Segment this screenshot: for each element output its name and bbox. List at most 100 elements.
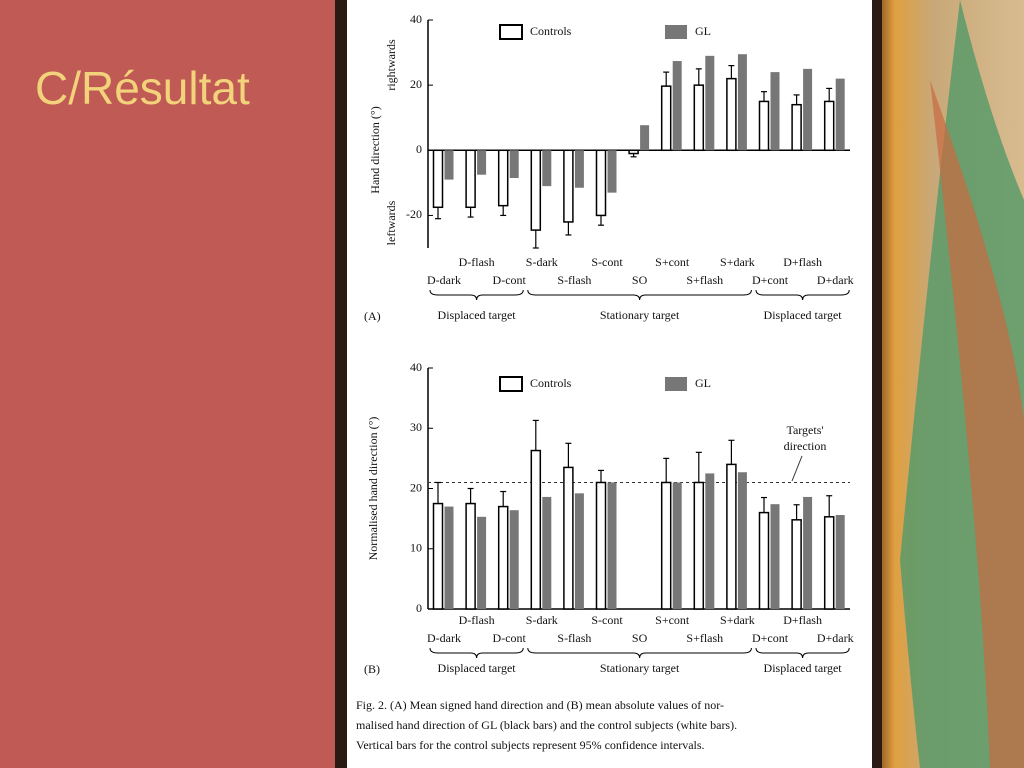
group-brace [755, 647, 850, 659]
y-tick-label: 10 [410, 541, 422, 555]
bar [607, 150, 617, 193]
annotation: Targets' [786, 423, 823, 437]
bar [823, 100, 835, 152]
legend-label: GL [695, 376, 711, 390]
y-tick-label: -20 [406, 207, 422, 221]
x-tick-label: S+dark [720, 255, 755, 269]
panel-label: (A) [364, 309, 381, 323]
group-label: Displaced target [764, 661, 843, 675]
group-brace [429, 647, 524, 659]
bar [563, 466, 574, 610]
caption-line: Vertical bars for the control subjects r… [356, 738, 705, 752]
group-label: Displaced target [764, 308, 843, 322]
x-tick-label: S-cont [591, 255, 623, 269]
bar [444, 506, 454, 609]
x-tick-label: S+cont [655, 255, 690, 269]
y-tick-label: 20 [410, 480, 422, 494]
x-tick-label: D+cont [752, 631, 789, 645]
bar [530, 449, 542, 610]
bar [758, 100, 770, 152]
group-label: Displaced target [438, 308, 517, 322]
x-tick-label: S+flash [686, 273, 723, 287]
bar [477, 516, 487, 609]
group-label: Displaced target [438, 661, 517, 675]
bar [509, 510, 519, 609]
bar [693, 84, 705, 152]
figure [347, 0, 872, 768]
y-tick-label: 30 [410, 420, 422, 434]
x-tick-label: S-dark [526, 255, 558, 269]
bar [737, 472, 747, 609]
y-tick-label: 0 [416, 142, 422, 156]
y-tick-label: 20 [410, 77, 422, 91]
bar [432, 149, 444, 209]
bar [693, 481, 705, 610]
y-tick-label: 40 [410, 12, 422, 26]
group-brace [755, 289, 850, 301]
bar [509, 150, 519, 178]
bar [497, 505, 509, 610]
bar [770, 72, 780, 151]
bar [563, 149, 574, 223]
bar [726, 463, 737, 610]
legend-swatch [665, 25, 687, 39]
legend-swatch [665, 377, 687, 391]
x-tick-label: S-dark [526, 613, 558, 627]
x-tick-label: S+dark [720, 613, 755, 627]
caption-line: Fig. 2. (A) Mean signed hand direction a… [356, 698, 724, 712]
bar [791, 103, 802, 152]
bar [465, 502, 476, 610]
bar [477, 150, 487, 175]
y-tick-label: 40 [410, 360, 422, 374]
edge [872, 0, 882, 768]
x-tick-label: S+flash [686, 631, 723, 645]
x-tick-label: D+dark [817, 273, 854, 287]
bar [542, 150, 552, 187]
bar [705, 473, 715, 609]
bar [726, 77, 737, 152]
divider [335, 0, 347, 768]
legend-label: Controls [530, 376, 572, 390]
y-axis-label: Hand direction (°) [368, 106, 382, 193]
x-tick-label: D+dark [817, 631, 854, 645]
bar [628, 149, 639, 155]
x-tick-label: D-flash [459, 255, 495, 269]
bar [595, 481, 607, 610]
bar [803, 496, 813, 609]
legend-label: GL [695, 24, 711, 38]
bar [660, 481, 672, 610]
figure-content: Fig. 2. (A) Mean signed hand direction a… [356, 12, 854, 752]
bar [835, 78, 845, 151]
annotation-leader [791, 455, 803, 482]
bar [542, 496, 552, 609]
group-brace [429, 289, 524, 301]
bar [530, 149, 542, 231]
caption-line: malised hand direction of GL (black bars… [356, 718, 737, 732]
bar [791, 519, 802, 610]
x-tick-label: S-cont [591, 613, 623, 627]
x-tick-label: D-flash [459, 613, 495, 627]
x-tick-label: D-dark [427, 273, 461, 287]
x-tick-label: D+flash [783, 255, 822, 269]
y-axis-label: Normalised hand direction (°) [366, 417, 380, 561]
group-brace [527, 289, 752, 301]
bar [672, 61, 682, 151]
x-tick-label: D+cont [752, 273, 789, 287]
decoration-leaf [930, 80, 1024, 768]
bar [705, 55, 715, 151]
x-tick-label: S-flash [557, 273, 591, 287]
bar [465, 149, 476, 209]
y-tick-label: 0 [416, 601, 422, 615]
bar [770, 504, 780, 609]
bar [607, 482, 617, 609]
y-axis-label-positive: rightwards [384, 39, 398, 91]
group-brace [527, 647, 752, 659]
bar [835, 515, 845, 609]
left-panel [0, 0, 335, 768]
bar [497, 149, 509, 207]
bar [595, 149, 607, 217]
x-tick-label: SO [632, 273, 648, 287]
x-tick-label: D-dark [427, 631, 461, 645]
